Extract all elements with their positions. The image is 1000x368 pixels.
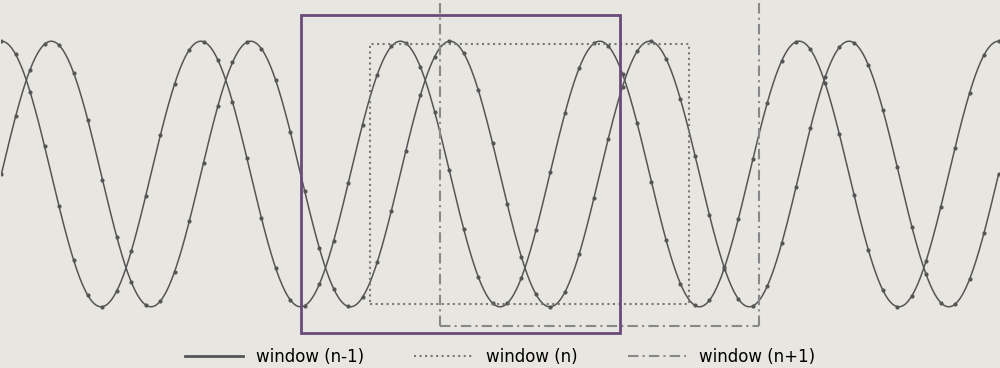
Bar xyxy=(370,44,689,304)
Legend: window (n-1), window (n), window (n+1): window (n-1), window (n), window (n+1) xyxy=(178,342,822,368)
Bar xyxy=(301,15,620,333)
